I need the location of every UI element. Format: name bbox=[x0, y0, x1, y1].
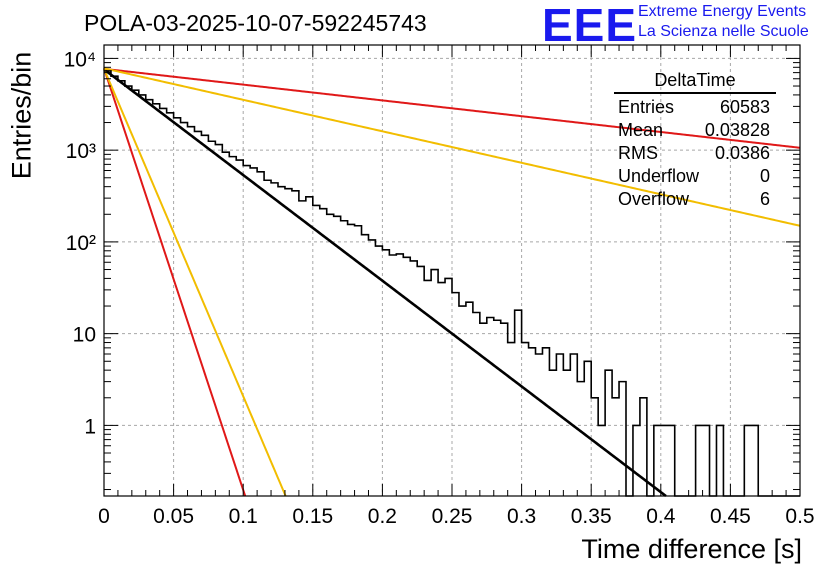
stats-value: 60583 bbox=[719, 97, 770, 117]
y-tick-label: 10 bbox=[73, 324, 96, 347]
plot-title: POLA-03-2025-10-07-592245743 bbox=[84, 10, 427, 36]
curve-red-steep bbox=[103, 67, 247, 497]
stats-value: 6 bbox=[759, 189, 770, 209]
logo-caption-2: La Scienza nelle Scuole bbox=[638, 23, 809, 40]
curve-orange-steep bbox=[103, 68, 287, 497]
y-tick-label: 10² bbox=[66, 232, 96, 255]
stats-label: Mean bbox=[618, 120, 664, 140]
stats-row-overflow: Overflow 6 bbox=[612, 188, 778, 211]
x-tick-label: 0.4 bbox=[646, 505, 676, 528]
histogram bbox=[104, 70, 800, 497]
stats-row-entries: Entries 60583 bbox=[612, 96, 778, 119]
curve-orange-slow bbox=[103, 67, 801, 227]
stats-label: Overflow bbox=[618, 189, 690, 209]
x-tick-label: 0.35 bbox=[571, 505, 612, 528]
stats-row-underflow: Underflow 0 bbox=[612, 165, 778, 188]
x-axis-label: Time difference [s] bbox=[581, 534, 802, 564]
x-tick-label: 0.1 bbox=[229, 505, 258, 528]
axis-ticks bbox=[103, 45, 801, 496]
y-tick-label: 10⁴ bbox=[64, 48, 96, 71]
y-tick-label: 10³ bbox=[66, 140, 96, 163]
tick-labels: 0 0.05 0.1 0.15 0.2 0.25 0.3 0.35 0.4 0.45 0.5 1 10 1… bbox=[64, 48, 815, 528]
y-axis-label: Entries/bin bbox=[6, 51, 37, 180]
x-tick-label: 0.15 bbox=[292, 505, 333, 528]
stats-row-rms: RMS 0.0386 bbox=[612, 142, 778, 165]
x-tick-label: 0.2 bbox=[368, 505, 397, 528]
x-tick-label: 0.25 bbox=[432, 505, 473, 528]
stats-row-mean: Mean 0.03828 bbox=[612, 119, 778, 142]
curve-fit bbox=[103, 68, 667, 498]
curve-red-slow bbox=[103, 67, 801, 149]
x-tick-label: 0 bbox=[98, 505, 110, 528]
x-tick-label: 0.5 bbox=[785, 505, 814, 528]
x-tick-label: 0.05 bbox=[153, 505, 194, 528]
stats-value: 0.0386 bbox=[714, 143, 770, 163]
y-tick-label: 1 bbox=[84, 415, 96, 438]
stats-value: 0.03828 bbox=[704, 120, 770, 140]
stats-box: DeltaTime Entries 60583 Mean 0.03828 RMS… bbox=[612, 70, 778, 211]
stats-label: Underflow bbox=[618, 166, 700, 186]
logo-caption-1: Extreme Energy Events bbox=[638, 3, 807, 20]
stats-label: Entries bbox=[618, 97, 675, 117]
x-tick-label: 0.45 bbox=[710, 505, 751, 528]
histogram-steps bbox=[104, 70, 800, 497]
x-tick-label: 0.3 bbox=[507, 505, 536, 528]
eee-logo: EEE bbox=[542, 0, 638, 51]
stats-box-title: DeltaTime bbox=[614, 70, 776, 94]
stats-label: RMS bbox=[618, 143, 658, 163]
fit-curves bbox=[103, 67, 801, 498]
stats-value: 0 bbox=[759, 166, 770, 186]
